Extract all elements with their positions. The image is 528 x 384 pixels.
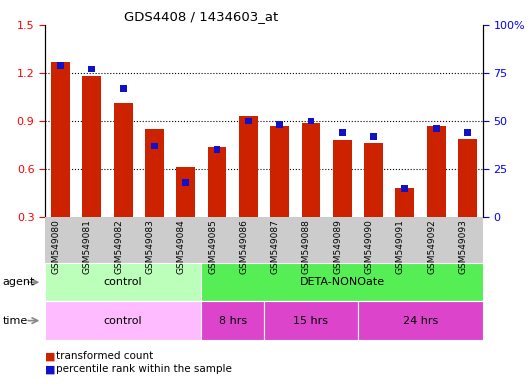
Text: agent: agent (3, 277, 35, 287)
Text: GDS4408 / 1434603_at: GDS4408 / 1434603_at (124, 10, 278, 23)
Bar (208, 147, 227, 265)
Bar (307, 118, 314, 124)
Bar (364, 143, 383, 265)
Text: GSM549089: GSM549089 (333, 219, 342, 274)
Bar (82, 76, 101, 265)
Bar (239, 116, 258, 265)
Text: GSM549083: GSM549083 (145, 219, 155, 274)
Text: transformed count: transformed count (56, 351, 154, 361)
Bar (120, 85, 127, 92)
Text: GSM549091: GSM549091 (396, 219, 405, 274)
Text: GSM549084: GSM549084 (177, 219, 186, 274)
Text: GSM549088: GSM549088 (302, 219, 311, 274)
Text: 8 hrs: 8 hrs (219, 316, 247, 326)
Text: GSM549092: GSM549092 (427, 219, 436, 274)
Bar (57, 62, 64, 69)
Bar (333, 140, 352, 265)
Bar (395, 188, 414, 265)
Bar (464, 129, 471, 136)
Bar (427, 126, 446, 265)
Bar (276, 121, 283, 128)
Bar (182, 179, 189, 186)
Text: 15 hrs: 15 hrs (294, 316, 328, 326)
Text: ■: ■ (45, 364, 55, 374)
Text: control: control (104, 316, 143, 326)
Text: GSM549086: GSM549086 (239, 219, 248, 274)
Text: time: time (3, 316, 28, 326)
Bar (370, 133, 377, 140)
Text: GSM549087: GSM549087 (271, 219, 280, 274)
Text: 24 hrs: 24 hrs (403, 316, 438, 326)
Bar (214, 146, 221, 153)
Text: DETA-NONOate: DETA-NONOate (300, 277, 385, 287)
Bar (433, 125, 440, 132)
Bar (270, 126, 289, 265)
Bar (151, 142, 158, 149)
Text: percentile rank within the sample: percentile rank within the sample (56, 364, 232, 374)
Bar (176, 167, 195, 265)
Text: GSM549080: GSM549080 (52, 219, 61, 274)
Text: GSM549090: GSM549090 (364, 219, 374, 274)
Bar (245, 118, 252, 124)
Text: control: control (104, 277, 143, 287)
Bar (339, 129, 346, 136)
Text: GSM549085: GSM549085 (208, 219, 217, 274)
Text: GSM549093: GSM549093 (458, 219, 467, 274)
Bar (51, 62, 70, 265)
Bar (401, 185, 408, 192)
Text: GSM549082: GSM549082 (114, 219, 123, 274)
Text: GSM549081: GSM549081 (83, 219, 92, 274)
Bar (458, 139, 477, 265)
Text: ■: ■ (45, 351, 55, 361)
Bar (145, 129, 164, 265)
Bar (88, 66, 95, 73)
Bar (301, 122, 320, 265)
Bar (114, 103, 133, 265)
